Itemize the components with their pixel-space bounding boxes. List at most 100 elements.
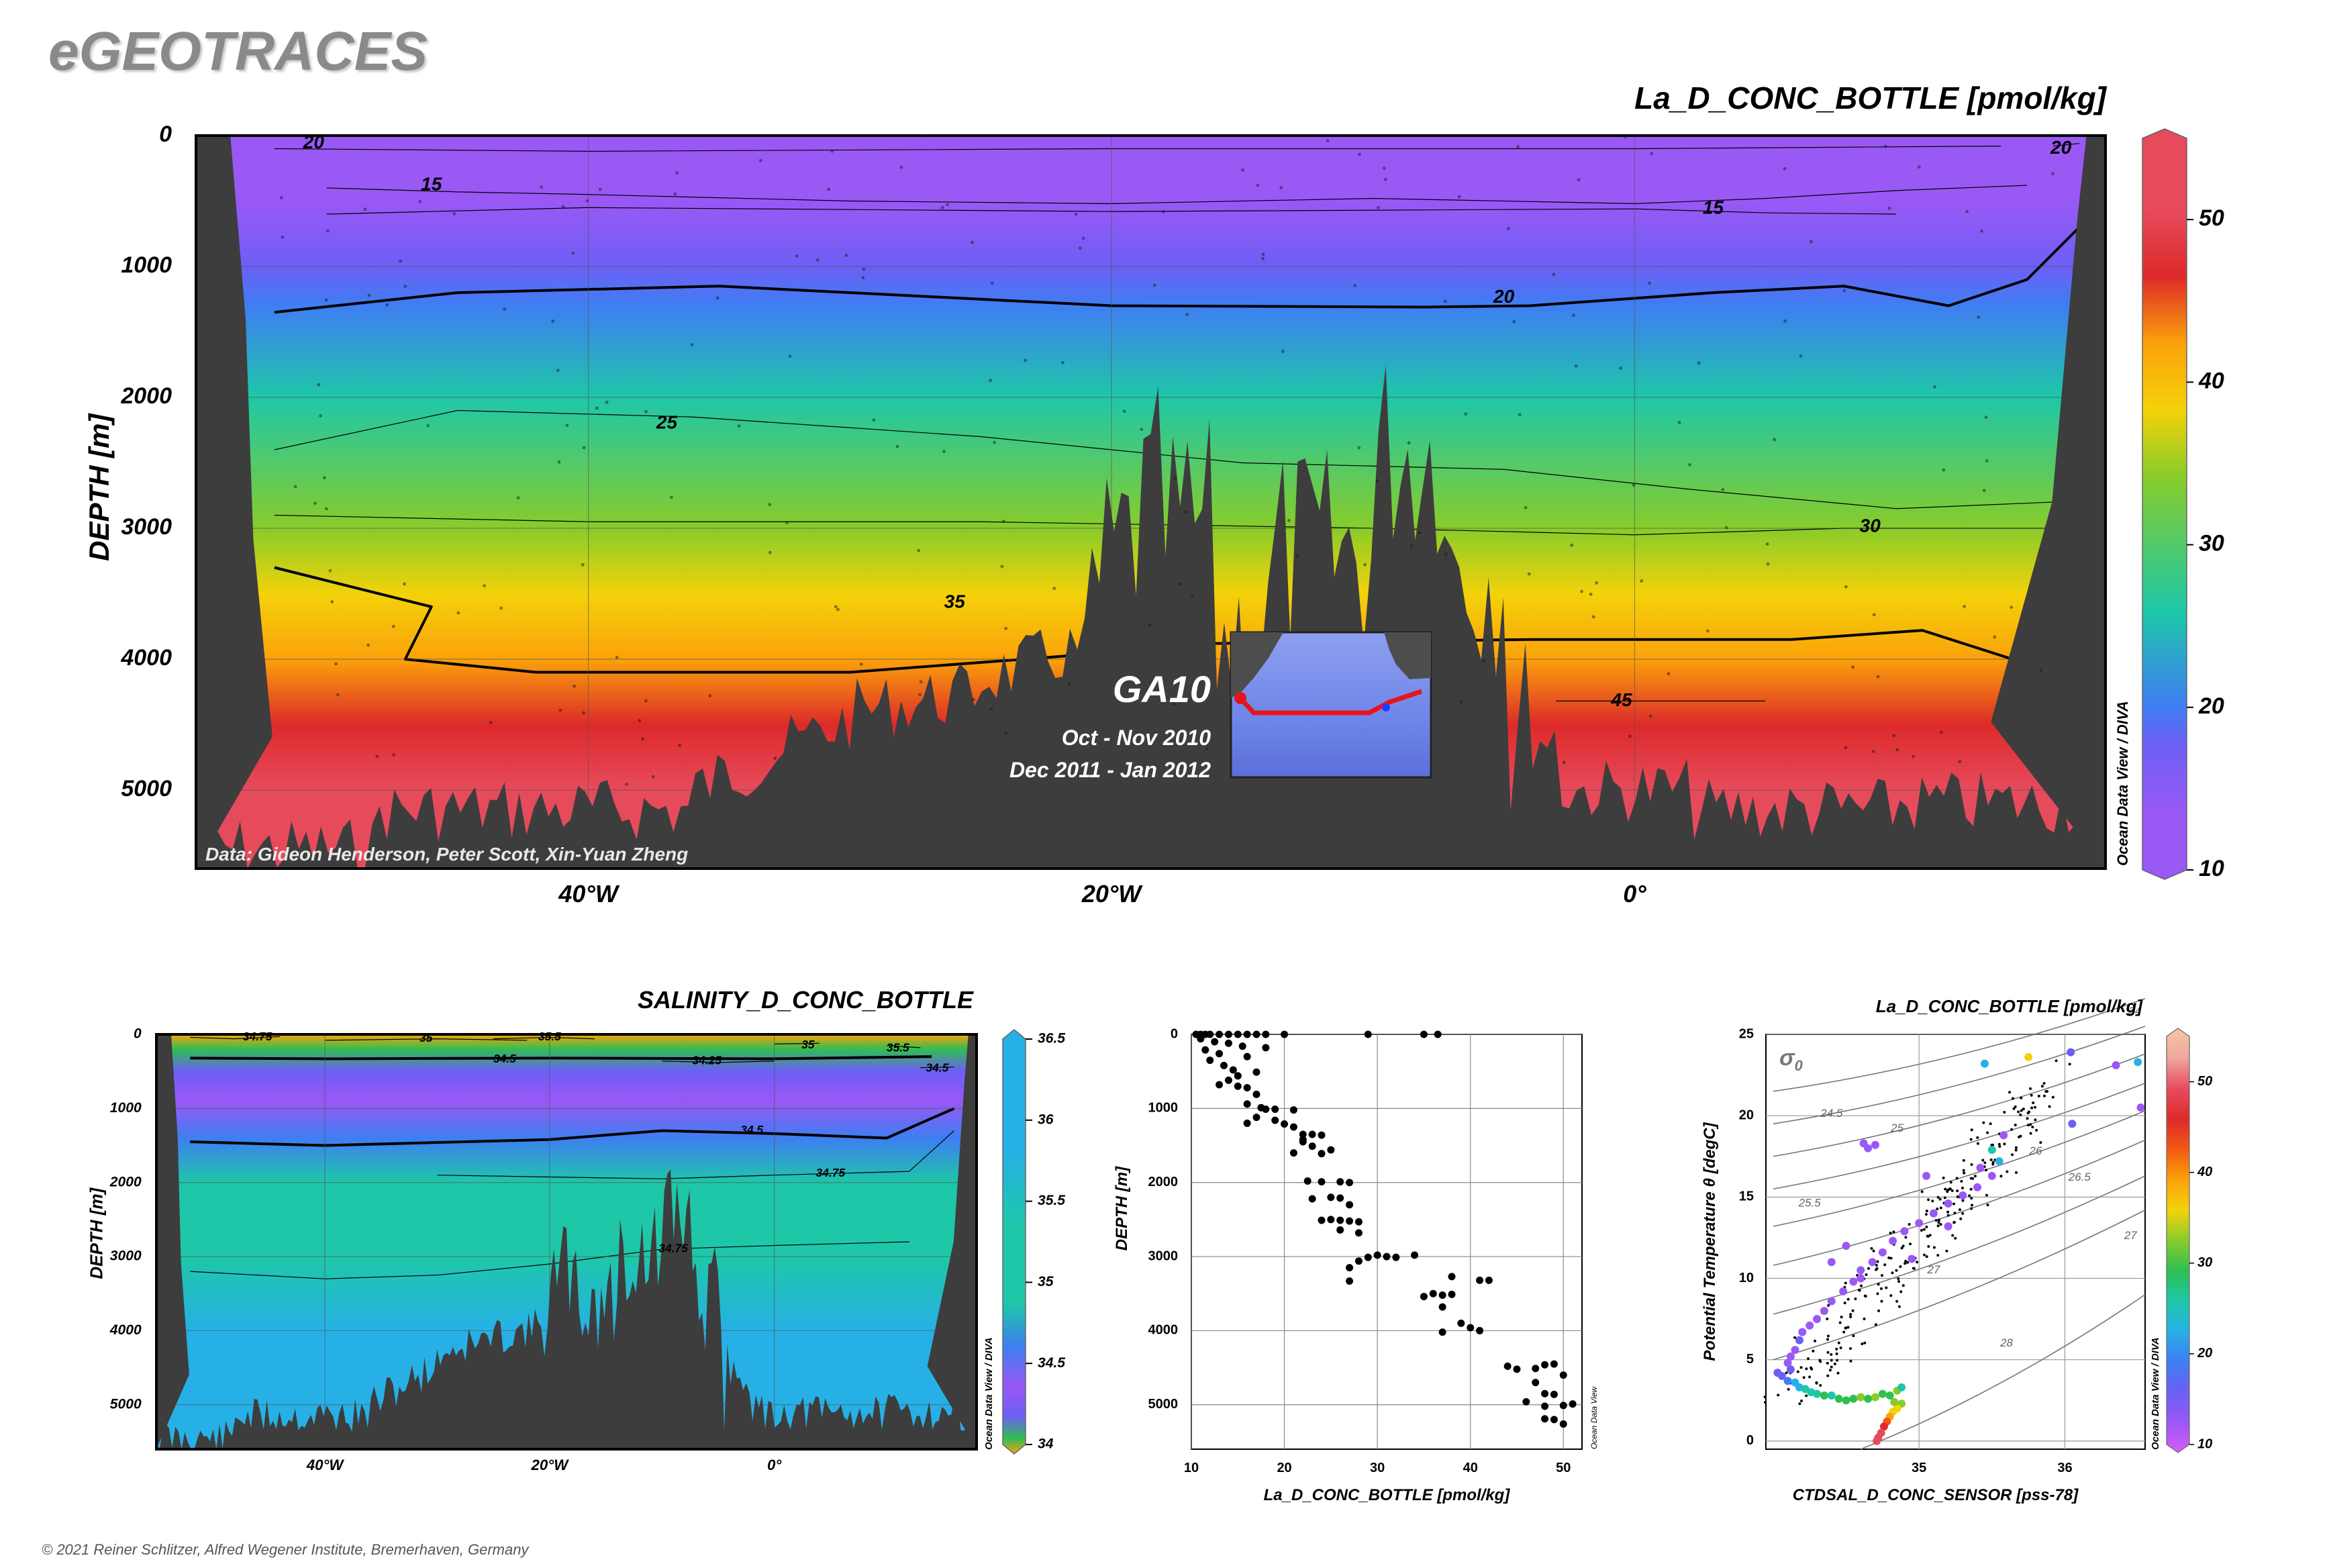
ts-small-dot <box>1851 1309 1854 1312</box>
ts-small-dot <box>1830 1359 1833 1362</box>
la-section-sample-dot <box>1724 526 1728 530</box>
ts-sigma-label: σ0 <box>1779 1045 1803 1074</box>
la-section-sample-dot <box>313 501 317 505</box>
la-section-sample-dot <box>651 775 655 779</box>
ts-frame <box>1765 1034 2146 1450</box>
profile-point <box>1476 1276 1484 1284</box>
profile-point <box>1206 1057 1214 1065</box>
la-section-depth-tick: 3000 <box>121 514 172 540</box>
profile-point <box>1318 1216 1326 1224</box>
ts-small-dot <box>1899 1290 1903 1293</box>
profile-point <box>1364 1253 1372 1261</box>
ts-small-dot <box>1912 1267 1916 1270</box>
profile-ylabel: DEPTH [m] <box>1113 1166 1131 1251</box>
ts-small-dot <box>1946 1214 1950 1217</box>
la-section-sample-dot <box>1171 702 1175 706</box>
la-section-sample-dot <box>2051 172 2054 176</box>
la-section-sample-dot <box>1074 212 1078 216</box>
la-section-sample-dot <box>1363 562 1367 567</box>
la-section-sample-dot <box>1443 299 1447 303</box>
ts-small-dot <box>1889 1257 1893 1260</box>
profile-point <box>1434 1030 1442 1038</box>
salinity-section-depth-tick: 1000 <box>110 1100 142 1116</box>
la-section-colorbar-tick: 10 <box>2199 856 2224 881</box>
la-section-sample-dot <box>1799 354 1803 358</box>
ts-small-dot <box>1906 1261 1910 1264</box>
profile-scatter: 10 20 30 40 50 0 1000 2000 3000 4000 5000 La_D_CONC… <box>1113 1026 1599 1504</box>
ts-small-dot <box>1970 1128 1973 1132</box>
profile-point <box>1308 1130 1316 1138</box>
la-section-sample-dot <box>403 285 407 288</box>
salinity-section-contour-label: 34.25 <box>693 1053 722 1067</box>
profile-y-tick: 3000 <box>1148 1248 1179 1263</box>
la-section-sample-dot <box>1409 544 1414 548</box>
ts-small-dot <box>2022 1108 2025 1111</box>
ts-diagram: 35 3605101520252424.52525.52626.5272728σ0… <box>1701 996 2212 1504</box>
ts-point <box>1786 1352 1795 1361</box>
la-section-sample-dot <box>1281 350 1285 353</box>
la-section-sample-dot <box>1241 168 1244 172</box>
ts-isopycnal <box>1773 1082 2146 1190</box>
ts-small-dot <box>1892 1230 1895 1234</box>
ts-small-dot <box>1849 1313 1852 1316</box>
ts-point <box>1878 1248 1887 1257</box>
ts-point <box>1842 1242 1850 1251</box>
la-section-sample-dot <box>1375 479 1379 483</box>
ts-small-dot <box>1973 1175 1977 1178</box>
la-section-colorbar-tick: 20 <box>2198 693 2224 719</box>
ts-colorbar-tick: 10 <box>2197 1436 2212 1451</box>
la-section-sample-dot <box>946 203 949 207</box>
ts-y-tick: 25 <box>1739 1026 1754 1041</box>
profile-x-tick: 40 <box>1463 1461 1478 1475</box>
ts-small-dot <box>1950 1189 1954 1192</box>
la-section-sample-dot <box>363 207 367 211</box>
ts-small-dot <box>1920 1228 1923 1232</box>
la-section-group: 2015152020253035450100020003000400050004… <box>83 121 2107 908</box>
ts-small-dot <box>1849 1347 1852 1351</box>
ts-small-dot <box>1986 1131 1989 1134</box>
ts-small-dot <box>2035 1128 2038 1132</box>
la-section-colorbar: 10 20 30 40 50 <box>2142 128 2224 881</box>
profile-y-tick: 2000 <box>1148 1175 1179 1189</box>
la-section-sample-dot <box>1963 605 1967 608</box>
ts-small-dot <box>1864 1295 1867 1298</box>
salinity-section-ylabel: DEPTH [m] <box>86 1187 106 1279</box>
ts-small-dot <box>1840 1316 1843 1319</box>
ts-small-dot <box>2019 1134 2022 1138</box>
profile-point <box>1485 1276 1493 1284</box>
ts-point <box>1798 1328 1807 1336</box>
la-section-colorbar-bar <box>2142 128 2187 880</box>
la-section-sample-dot <box>773 756 777 761</box>
la-section-sample-dot <box>1382 166 1386 170</box>
la-section-sample-dot <box>281 235 285 239</box>
la-section-sample-dot <box>503 307 507 311</box>
la-section-sample-dot <box>1184 510 1188 514</box>
la-section-colorbar-tick: 30 <box>2199 531 2224 556</box>
la-section-sample-dot <box>1377 206 1380 209</box>
ts-small-dot <box>1877 1283 1880 1286</box>
profile-point <box>1220 1061 1228 1069</box>
ts-small-dot <box>1793 1336 1797 1339</box>
profile-point <box>1289 1149 1297 1157</box>
ts-small-dot <box>1932 1246 1936 1249</box>
ts-point <box>1973 1183 1982 1191</box>
profile-point <box>1216 1030 1224 1038</box>
la-section-sample-dot <box>918 693 922 697</box>
ts-small-dot <box>1936 1195 1940 1199</box>
la-section-sample-dot <box>615 656 619 659</box>
profile-point <box>1503 1362 1512 1370</box>
ts-small-dot <box>1981 1159 1985 1162</box>
ts-small-dot <box>1802 1376 1805 1379</box>
la-section-sample-dot <box>1004 731 1008 735</box>
la-section-sample-dot <box>971 240 975 244</box>
la-section-sample-dot <box>1809 240 1813 244</box>
ts-point <box>1980 1059 1989 1068</box>
profile-point <box>1327 1193 1335 1202</box>
la-section-sample-dot <box>942 450 946 454</box>
la-section-sample-dot <box>1518 413 1522 417</box>
ts-small-dot <box>1849 1359 1852 1363</box>
profile-point <box>1211 1038 1219 1046</box>
ts-small-dot <box>1951 1234 1954 1237</box>
salinity-section-frame <box>155 1033 978 1451</box>
